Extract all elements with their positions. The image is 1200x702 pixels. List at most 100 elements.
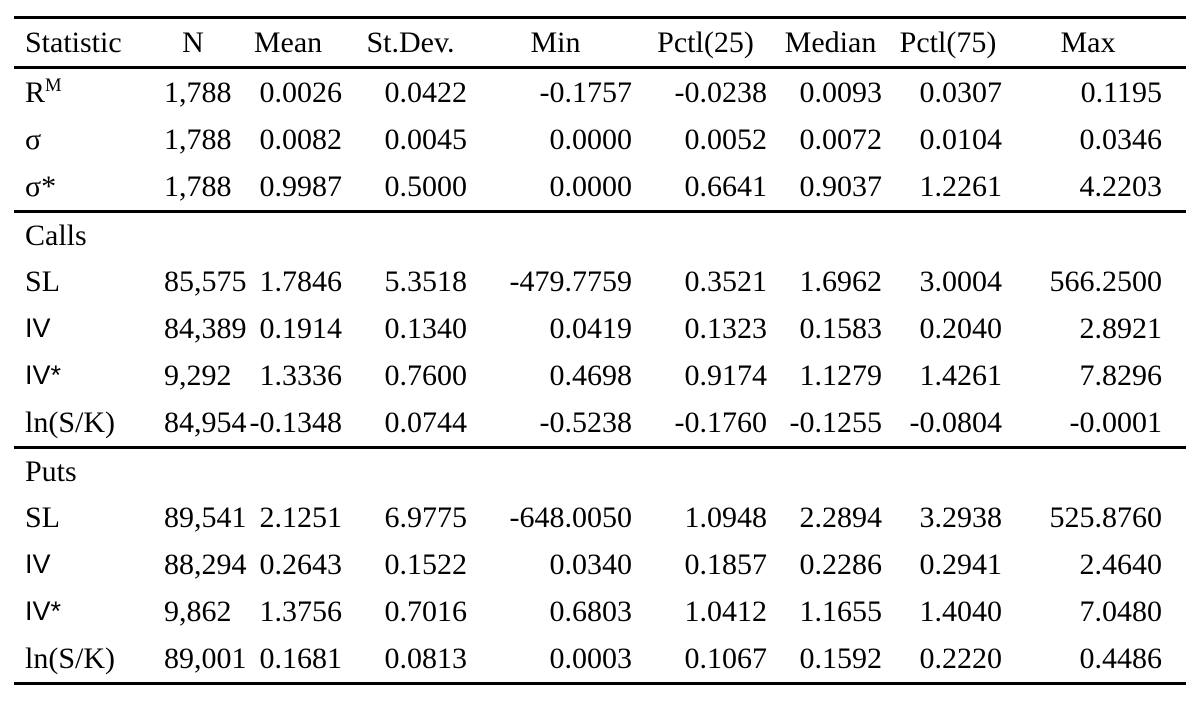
value-cell: 2.8921 bbox=[1079, 311, 1163, 345]
value-cell: 0.1067 bbox=[684, 641, 768, 675]
col-header-mean: Mean bbox=[234, 17, 354, 69]
col-header-stdev: St.Dev. bbox=[354, 17, 479, 69]
value-cell: 0.1522 bbox=[384, 547, 468, 581]
table-header: Statistic N Mean St.Dev. Min Pctl(25) Me… bbox=[14, 17, 1186, 69]
stat-cell: SL bbox=[25, 264, 61, 298]
value-cell: 0.9987 bbox=[259, 169, 343, 203]
value-cell: 1.0948 bbox=[684, 500, 768, 534]
value-cell: 0.9037 bbox=[799, 169, 883, 203]
value-cell: -0.1757 bbox=[539, 75, 633, 109]
value-cell: 0.4698 bbox=[549, 358, 633, 392]
value-cell: 85,575 bbox=[164, 264, 247, 298]
value-cell: 0.0052 bbox=[684, 122, 768, 156]
value-cell: 0.0045 bbox=[384, 122, 468, 156]
value-cell: 0.1340 bbox=[384, 311, 468, 345]
value-cell: 0.0744 bbox=[384, 405, 468, 439]
stat-cell: IV* bbox=[25, 360, 62, 390]
section-label-row: Puts bbox=[14, 446, 1186, 494]
value-cell: 0.0000 bbox=[549, 122, 633, 156]
table-row: SL 89,541 2.1251 6.9775 -648.0050 1.0948 2.289… bbox=[14, 494, 1186, 541]
value-cell: 0.1195 bbox=[1080, 75, 1162, 109]
col-header-n: N bbox=[164, 17, 234, 69]
value-cell: 6.9775 bbox=[384, 500, 468, 534]
value-cell: 1.6962 bbox=[799, 264, 883, 298]
table-row: ln(S/K) 84,954 -0.1348 0.0744 -0.5238 -0.1760… bbox=[14, 399, 1186, 448]
value-cell: 89,541 bbox=[164, 500, 247, 534]
col-header-pctl25: Pctl(25) bbox=[644, 17, 779, 69]
value-cell: 0.0026 bbox=[259, 75, 343, 109]
value-cell: 0.0813 bbox=[384, 641, 468, 675]
value-cell: 525.8760 bbox=[1049, 500, 1163, 534]
value-cell: -648.0050 bbox=[509, 500, 633, 534]
value-cell: 0.2220 bbox=[919, 641, 1003, 675]
stat-cell: σ* bbox=[25, 169, 57, 203]
value-cell: -0.5238 bbox=[539, 405, 633, 439]
table-body: RM 1,788 0.0026 0.0422 -0.1757 -0.0238 0.0093 0… bbox=[14, 68, 1186, 684]
table-row: IV 88,294 0.2643 0.1522 0.0340 0.1857 0.2286 0.… bbox=[14, 541, 1186, 588]
value-cell: 7.0480 bbox=[1079, 594, 1163, 628]
value-cell: 0.1583 bbox=[799, 311, 883, 345]
value-cell: 0.0000 bbox=[549, 169, 633, 203]
value-cell: 0.1857 bbox=[684, 547, 768, 581]
value-cell: 1,788 bbox=[164, 169, 232, 203]
table-row: IV* 9,292 1.3336 0.7600 0.4698 0.9174 1.1279 1.… bbox=[14, 352, 1186, 399]
value-cell: 3.2938 bbox=[919, 500, 1003, 534]
value-cell: 84,389 bbox=[164, 311, 247, 345]
value-cell: 1.4040 bbox=[919, 594, 1003, 628]
value-cell: 1.7846 bbox=[259, 264, 343, 298]
value-cell: 1,788 bbox=[164, 75, 232, 109]
stat-cell: IV bbox=[25, 549, 51, 579]
stat-cell: ln(S/K) bbox=[25, 641, 115, 675]
stat-superscript: M bbox=[45, 74, 62, 96]
value-cell: 0.1914 bbox=[259, 311, 343, 345]
value-cell: 1.2261 bbox=[919, 169, 1003, 203]
value-cell: 0.0419 bbox=[549, 311, 633, 345]
value-cell: 0.0003 bbox=[549, 641, 633, 675]
header-row: Statistic N Mean St.Dev. Min Pctl(25) Me… bbox=[14, 17, 1186, 69]
stat-cell: SL bbox=[25, 500, 61, 534]
section-label: Calls bbox=[14, 210, 1186, 258]
value-cell: 0.7600 bbox=[384, 358, 468, 392]
value-cell: -0.1255 bbox=[789, 405, 883, 439]
table-row: IV 84,389 0.1914 0.1340 0.0419 0.1323 0.1583 0.… bbox=[14, 305, 1186, 352]
value-cell: 5.3518 bbox=[384, 264, 468, 298]
value-cell: 1.1655 bbox=[799, 594, 883, 628]
value-cell: 2.4640 bbox=[1079, 547, 1163, 581]
value-cell: 0.0093 bbox=[799, 75, 883, 109]
table-row: SL 85,575 1.7846 5.3518 -479.7759 0.3521 1.696… bbox=[14, 258, 1186, 305]
section-label-row: Calls bbox=[14, 210, 1186, 258]
value-cell: 1.3756 bbox=[259, 594, 343, 628]
stat-cell: IV bbox=[25, 313, 51, 343]
summary-statistics-table: Statistic N Mean St.Dev. Min Pctl(25) Me… bbox=[14, 16, 1186, 685]
value-cell: 0.0072 bbox=[799, 122, 883, 156]
value-cell: 0.1323 bbox=[684, 311, 768, 345]
value-cell: 0.6803 bbox=[549, 594, 633, 628]
value-cell: 0.9174 bbox=[684, 358, 768, 392]
value-cell: 1,788 bbox=[164, 122, 232, 156]
value-cell: 89,001 bbox=[164, 641, 247, 675]
value-cell: 0.3521 bbox=[684, 264, 768, 298]
value-cell: 0.5000 bbox=[384, 169, 468, 203]
value-cell: 0.2941 bbox=[919, 547, 1003, 581]
table-row: IV* 9,862 1.3756 0.7016 0.6803 1.0412 1.1655 1.… bbox=[14, 588, 1186, 635]
value-cell: -0.1760 bbox=[674, 405, 768, 439]
value-cell: 0.1681 bbox=[259, 641, 343, 675]
col-header-median: Median bbox=[779, 17, 894, 69]
value-cell: -479.7759 bbox=[509, 264, 633, 298]
table-row: RM 1,788 0.0026 0.0422 -0.1757 -0.0238 0.0093 0… bbox=[14, 68, 1186, 117]
value-cell: 2.1251 bbox=[259, 500, 343, 534]
value-cell: 88,294 bbox=[164, 547, 247, 581]
value-cell: 0.0082 bbox=[259, 122, 343, 156]
value-cell: 0.2643 bbox=[259, 547, 343, 581]
stat-cell: IV* bbox=[25, 596, 62, 626]
value-cell: 566.2500 bbox=[1049, 264, 1163, 298]
table-row: ln(S/K) 89,001 0.1681 0.0813 0.0003 0.1067 0.1… bbox=[14, 635, 1186, 684]
col-header-min: Min bbox=[479, 17, 644, 69]
value-cell: 7.8296 bbox=[1079, 358, 1163, 392]
value-cell: 0.0340 bbox=[549, 547, 633, 581]
table-row: σ 1,788 0.0082 0.0045 0.0000 0.0052 0.0072 0.01… bbox=[14, 116, 1186, 163]
value-cell: 3.0004 bbox=[919, 264, 1003, 298]
value-cell: 0.2286 bbox=[799, 547, 883, 581]
value-cell: 0.4486 bbox=[1079, 641, 1163, 675]
